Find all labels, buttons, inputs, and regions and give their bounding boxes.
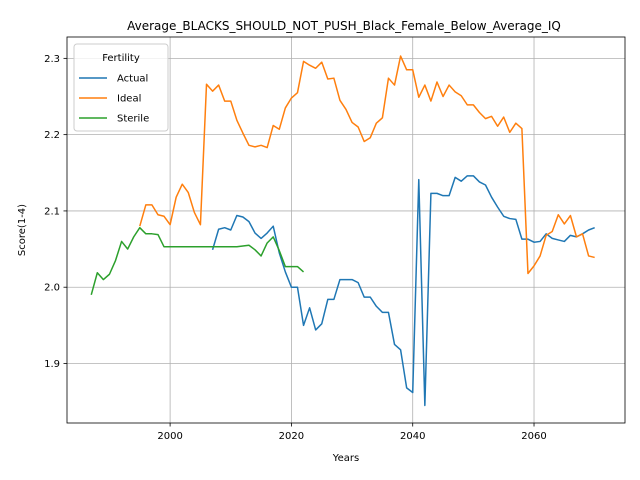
grid-lines: [67, 37, 625, 423]
y-tick-label: 2.0: [44, 283, 60, 294]
plot-frame: [66, 36, 626, 424]
legend-title: Fertility: [102, 53, 140, 64]
x-tick-label: 2060: [521, 431, 546, 442]
legend-label-sterile: Sterile: [117, 114, 149, 125]
axis-ticks: 2000 2020 2040 2060 1.9 2.0 2.1 2.2 2.3: [44, 54, 547, 442]
y-axis-label: Score(1-4): [17, 204, 28, 256]
legend-items: Actual Ideal Sterile: [79, 74, 149, 125]
x-tick-label: 2040: [400, 431, 425, 442]
chart-title: Average_BLACKS_SHOULD_NOT_PUSH_Black_Fem…: [127, 19, 561, 33]
y-tick-label: 1.9: [44, 359, 60, 370]
legend-label-ideal: Ideal: [117, 94, 141, 105]
x-tick-label: 2020: [279, 431, 304, 442]
y-tick-label: 2.3: [44, 54, 60, 65]
x-axis-label: Years: [332, 453, 359, 464]
series-line-actual: [211, 175, 595, 407]
series-lines: [90, 55, 595, 407]
y-tick-label: 2.2: [44, 130, 60, 141]
legend-box: [73, 43, 169, 132]
y-tick-label: 2.1: [44, 206, 60, 217]
x-tick-label: 2000: [157, 431, 182, 442]
series-line-sterile: [90, 226, 305, 296]
series-line-ideal: [139, 55, 595, 275]
legend: Fertility Actual Ideal Sterile: [73, 43, 169, 132]
legend-label-actual: Actual: [117, 74, 148, 85]
